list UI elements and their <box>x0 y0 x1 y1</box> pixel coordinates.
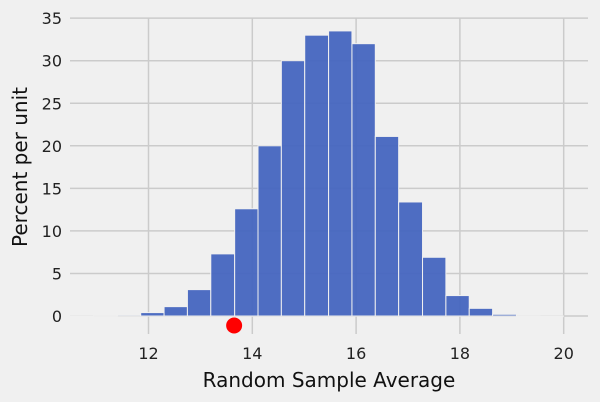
histogram-bar <box>140 312 165 317</box>
y-tick-label: 30 <box>42 52 62 71</box>
y-tick-label: 25 <box>42 94 62 113</box>
x-tick-label: 12 <box>138 344 158 363</box>
histogram-bar <box>351 43 376 317</box>
histogram-bar <box>468 307 494 317</box>
histogram-bar <box>515 315 541 318</box>
histogram-bar <box>210 253 236 317</box>
histogram-bar <box>422 256 447 317</box>
y-tick-label: 5 <box>52 264 62 283</box>
x-tick-label: 18 <box>450 344 470 363</box>
histogram-bar <box>492 313 517 317</box>
y-tick-label: 35 <box>42 9 62 28</box>
histogram-bar <box>92 315 118 317</box>
histogram-bar <box>257 145 282 317</box>
x-axis-label: Random Sample Average <box>203 368 456 392</box>
histogram-bar <box>163 306 188 317</box>
histogram-bar <box>116 314 142 317</box>
histogram-bar <box>398 201 424 317</box>
y-tick-label: 0 <box>52 307 62 326</box>
x-tick-label: 20 <box>554 344 574 363</box>
y-tick-label: 15 <box>42 179 62 198</box>
y-tick-label: 20 <box>42 137 62 156</box>
histogram-bar <box>69 315 94 318</box>
histogram-bar <box>304 34 330 317</box>
histogram-bar <box>539 315 564 318</box>
sample-average-dot <box>226 317 243 334</box>
y-axis-label: Percent per unit <box>8 87 32 247</box>
histogram-bar <box>374 135 400 317</box>
histogram-bar <box>445 295 470 317</box>
histogram-bars <box>69 30 564 318</box>
sample-marker <box>226 317 243 334</box>
x-axis-ticks: 12 14 16 18 20 <box>138 344 574 363</box>
histogram-bar <box>280 60 306 317</box>
y-tick-label: 10 <box>42 222 62 241</box>
histogram-bar <box>186 289 212 317</box>
histogram-bar <box>328 30 353 317</box>
x-tick-label: 14 <box>242 344 262 363</box>
y-axis-ticks: 0 5 10 15 20 25 30 35 <box>42 9 62 326</box>
x-tick-label: 16 <box>346 344 366 363</box>
histogram-bar <box>234 208 259 317</box>
